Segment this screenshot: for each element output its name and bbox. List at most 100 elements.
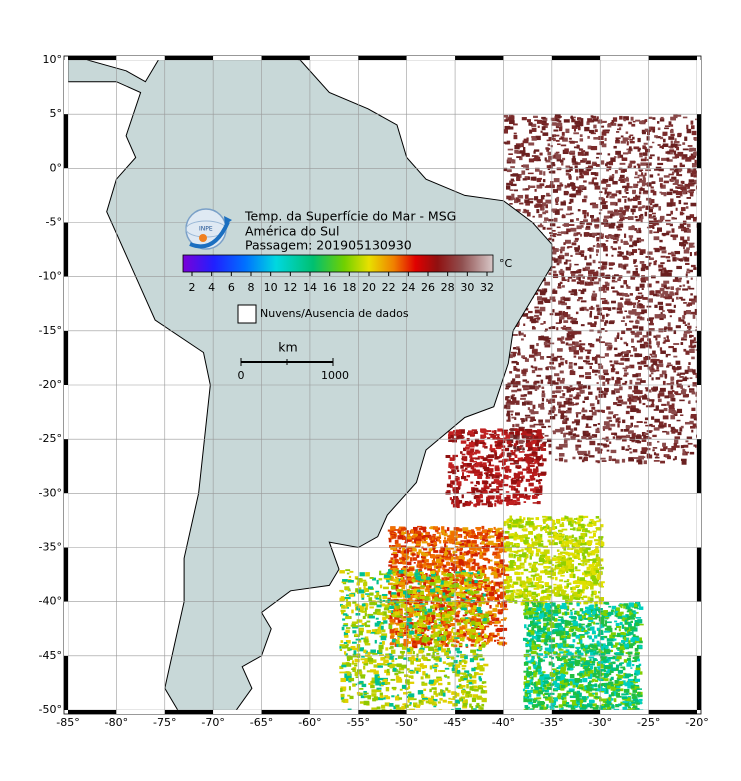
sst-pixel xyxy=(517,476,523,479)
sst-pixel xyxy=(611,368,616,371)
sst-pixel xyxy=(403,642,409,647)
sst-pixel xyxy=(637,440,642,444)
sst-pixel xyxy=(603,218,608,223)
sst-pixel xyxy=(485,476,491,479)
sst-pixel xyxy=(412,644,418,649)
sst-pixel xyxy=(498,460,503,463)
sst-pixel xyxy=(635,435,642,440)
sst-pixel xyxy=(599,287,604,290)
sst-pixel xyxy=(534,354,538,357)
sst-pixel xyxy=(555,151,560,154)
sst-pixel xyxy=(494,444,501,447)
sst-pixel xyxy=(661,403,667,406)
sst-pixel xyxy=(485,472,489,478)
sst-pixel xyxy=(481,580,487,584)
sst-pixel xyxy=(605,423,610,428)
sst-pixel xyxy=(554,576,558,581)
sst-pixel xyxy=(637,292,643,295)
sst-pixel xyxy=(414,545,421,548)
sst-pixel xyxy=(594,129,598,133)
sst-pixel xyxy=(402,566,407,571)
sst-pixel xyxy=(415,530,421,534)
sst-pixel xyxy=(418,631,425,635)
sst-pixel xyxy=(436,572,439,577)
sst-pixel xyxy=(443,569,449,572)
sst-pixel xyxy=(451,498,455,504)
sst-pixel xyxy=(511,477,517,480)
sst-pixel xyxy=(622,316,626,319)
sst-pixel xyxy=(546,356,552,359)
sst-pixel xyxy=(642,402,646,406)
sst-pixel xyxy=(597,443,603,446)
sst-pixel xyxy=(644,172,647,176)
sst-pixel xyxy=(430,594,435,597)
sst-pixel xyxy=(689,334,694,337)
sst-pixel xyxy=(580,233,583,237)
sst-pixel xyxy=(534,366,538,371)
sst-pixel xyxy=(427,590,431,593)
sst-pixel xyxy=(529,129,533,134)
sst-pixel xyxy=(608,321,615,325)
sst-pixel xyxy=(664,395,669,399)
sst-pixel xyxy=(388,590,392,595)
sst-pixel xyxy=(528,354,535,358)
sst-pixel xyxy=(496,639,500,642)
sst-pixel xyxy=(429,642,433,645)
sst-pixel xyxy=(540,551,544,555)
sst-pixel xyxy=(547,587,550,591)
sst-pixel xyxy=(447,437,451,440)
sst-pixel xyxy=(625,343,629,347)
sst-pixel xyxy=(565,360,568,365)
sst-pixel xyxy=(423,644,427,647)
sst-pixel xyxy=(677,379,683,382)
sst-pixel xyxy=(482,598,486,601)
sst-pixel xyxy=(687,365,690,370)
sst-pixel xyxy=(592,293,597,297)
sst-pixel xyxy=(632,457,639,459)
sst-pixel xyxy=(655,405,659,410)
sst-pixel xyxy=(581,598,584,601)
sst-pixel xyxy=(580,324,585,327)
sst-pixel xyxy=(554,134,560,137)
sst-pixel xyxy=(429,536,433,541)
sst-pixel xyxy=(399,533,402,535)
sst-pixel xyxy=(639,343,646,349)
sst-pixel xyxy=(423,613,430,617)
sst-pixel xyxy=(446,490,451,493)
sst-pixel xyxy=(595,304,600,308)
sst-pixel xyxy=(487,610,493,615)
sst-pixel xyxy=(677,278,682,283)
sst-pixel xyxy=(583,180,587,183)
sst-pixel xyxy=(524,542,530,546)
sst-pixel xyxy=(405,539,411,542)
sst-pixel xyxy=(596,382,599,384)
sst-pixel xyxy=(695,298,697,303)
sst-pixel xyxy=(683,302,687,304)
sst-pixel xyxy=(539,183,545,187)
sst-pixel xyxy=(557,184,563,187)
sst-pixel xyxy=(671,217,675,220)
sst-pixel xyxy=(508,452,512,455)
sst-pixel xyxy=(695,329,697,332)
sst-pixel xyxy=(459,545,465,548)
sst-pixel xyxy=(636,421,643,423)
sst-pixel xyxy=(692,382,697,387)
sst-pixel xyxy=(636,295,641,298)
sst-pixel xyxy=(601,125,605,128)
sst-pixel xyxy=(476,489,481,493)
sst-pixel xyxy=(543,526,546,530)
sst-pixel xyxy=(675,207,678,211)
sst-pixel xyxy=(598,393,603,398)
sst-pixel xyxy=(622,255,628,258)
sst-pixel xyxy=(423,582,427,587)
sst-pixel xyxy=(612,307,616,310)
sst-pixel xyxy=(605,253,608,257)
sst-pixel xyxy=(526,466,531,471)
sst-pixel xyxy=(574,341,579,346)
sst-pixel xyxy=(620,285,624,288)
sst-pixel xyxy=(435,528,439,533)
sst-pixel xyxy=(534,314,539,318)
sst-pixel xyxy=(594,409,599,412)
sst-pixel xyxy=(486,455,489,459)
sst-pixel xyxy=(683,348,687,352)
